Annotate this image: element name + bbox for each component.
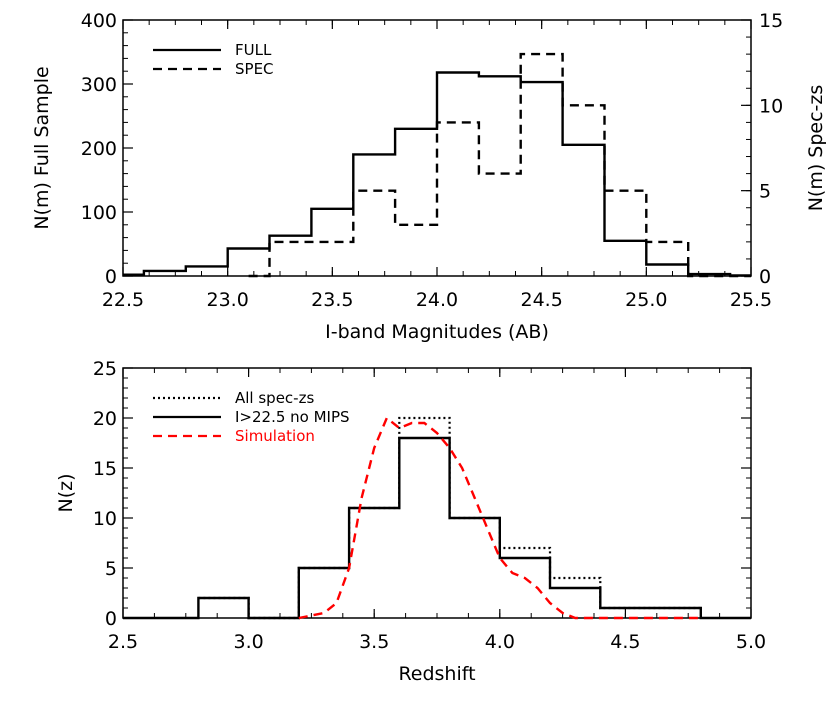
bottom-legend-label: I>22.5 no MIPS	[235, 408, 350, 426]
top-y2-tick-label: 0	[759, 266, 771, 288]
bottom-y-tick-label: 15	[93, 458, 117, 480]
top-x-tick-label: 23.5	[311, 289, 353, 311]
top-x-tick-label: 22.5	[102, 289, 144, 311]
top-y2-tick-label: 10	[759, 95, 783, 117]
bottom-legend-label: Simulation	[235, 427, 315, 445]
top-x-axis-label: I-band Magnitudes (AB)	[325, 321, 549, 343]
top-x-tick-label: 25.0	[625, 289, 667, 311]
bottom-series-all-spec-zs	[198, 416, 701, 620]
top-y-axis-label: N(m) Full Sample	[31, 66, 53, 229]
top-y-tick-label: 400	[81, 10, 117, 32]
bottom-x-tick-label: 2.5	[108, 631, 138, 653]
top-plot-frame	[122, 19, 752, 277]
top-legend-label: SPEC	[235, 60, 274, 78]
redshift-histogram-panel: 2.5 3.0 3.5 4.0 4.5 5.0 0 5 10 15 20 25 All spec-z…	[55, 358, 766, 685]
top-x-tick-label: 23.0	[207, 289, 249, 311]
top-right-y-axis-ticks: 0 5 10 15	[741, 10, 783, 288]
top-y2-tick-label: 5	[759, 181, 771, 203]
bottom-plot-frame	[122, 367, 752, 619]
bottom-legend-label: All spec-zs	[235, 389, 314, 407]
bottom-y-tick-label: 0	[105, 608, 117, 630]
top-series-full	[123, 71, 751, 277]
top-x-tick-label: 24.5	[521, 289, 563, 311]
bottom-y-tick-label: 5	[105, 558, 117, 580]
bottom-y-axis-ticks: 0 5 10 15 20 25	[93, 358, 751, 630]
bottom-y-axis-label: N(z)	[55, 473, 77, 512]
bottom-series-simulation	[298, 416, 701, 620]
top-left-y-axis-ticks: 0 100 200 300 400	[81, 10, 133, 288]
magnitude-histogram-panel: 22.5 23.0 23.5 24.0 24.5 25.0 25.5 01002003004…	[31, 10, 827, 343]
top-x-tick-label: 25.5	[730, 289, 772, 311]
bottom-x-tick-label: 4.0	[485, 631, 515, 653]
bottom-x-tick-label: 5.0	[736, 631, 766, 653]
bottom-series-group	[123, 416, 751, 620]
top-legend-label: FULL	[235, 41, 272, 59]
top-series-spec	[248, 52, 751, 278]
bottom-x-tick-label: 4.5	[610, 631, 640, 653]
bottom-y-tick-label: 10	[93, 508, 117, 530]
top-y-tick-label: 0	[105, 266, 117, 288]
top-y2-axis-label: N(m) Spec-zs	[805, 85, 827, 212]
top-y2-tick-label: 15	[759, 10, 783, 32]
bottom-x-axis-label: Redshift	[398, 663, 475, 685]
top-x-tick-label: 24.0	[416, 289, 458, 311]
top-series-group	[123, 52, 751, 278]
bottom-x-tick-label: 3.5	[359, 631, 389, 653]
bottom-y-tick-label: 20	[93, 408, 117, 430]
top-y-tick-label: 300	[81, 74, 117, 96]
top-y-tick-label: 100	[81, 202, 117, 224]
bottom-series-i-22-5-no-mips	[123, 436, 751, 620]
bottom-y-tick-label: 25	[93, 358, 117, 380]
bottom-x-axis-ticks: 2.5 3.0 3.5 4.0 4.5 5.0	[108, 368, 766, 653]
top-x-axis-ticks: 22.5 23.0 23.5 24.0 24.5 25.0 25.5	[102, 20, 772, 311]
top-y-tick-label: 200	[81, 138, 117, 160]
bottom-x-tick-label: 3.0	[233, 631, 263, 653]
